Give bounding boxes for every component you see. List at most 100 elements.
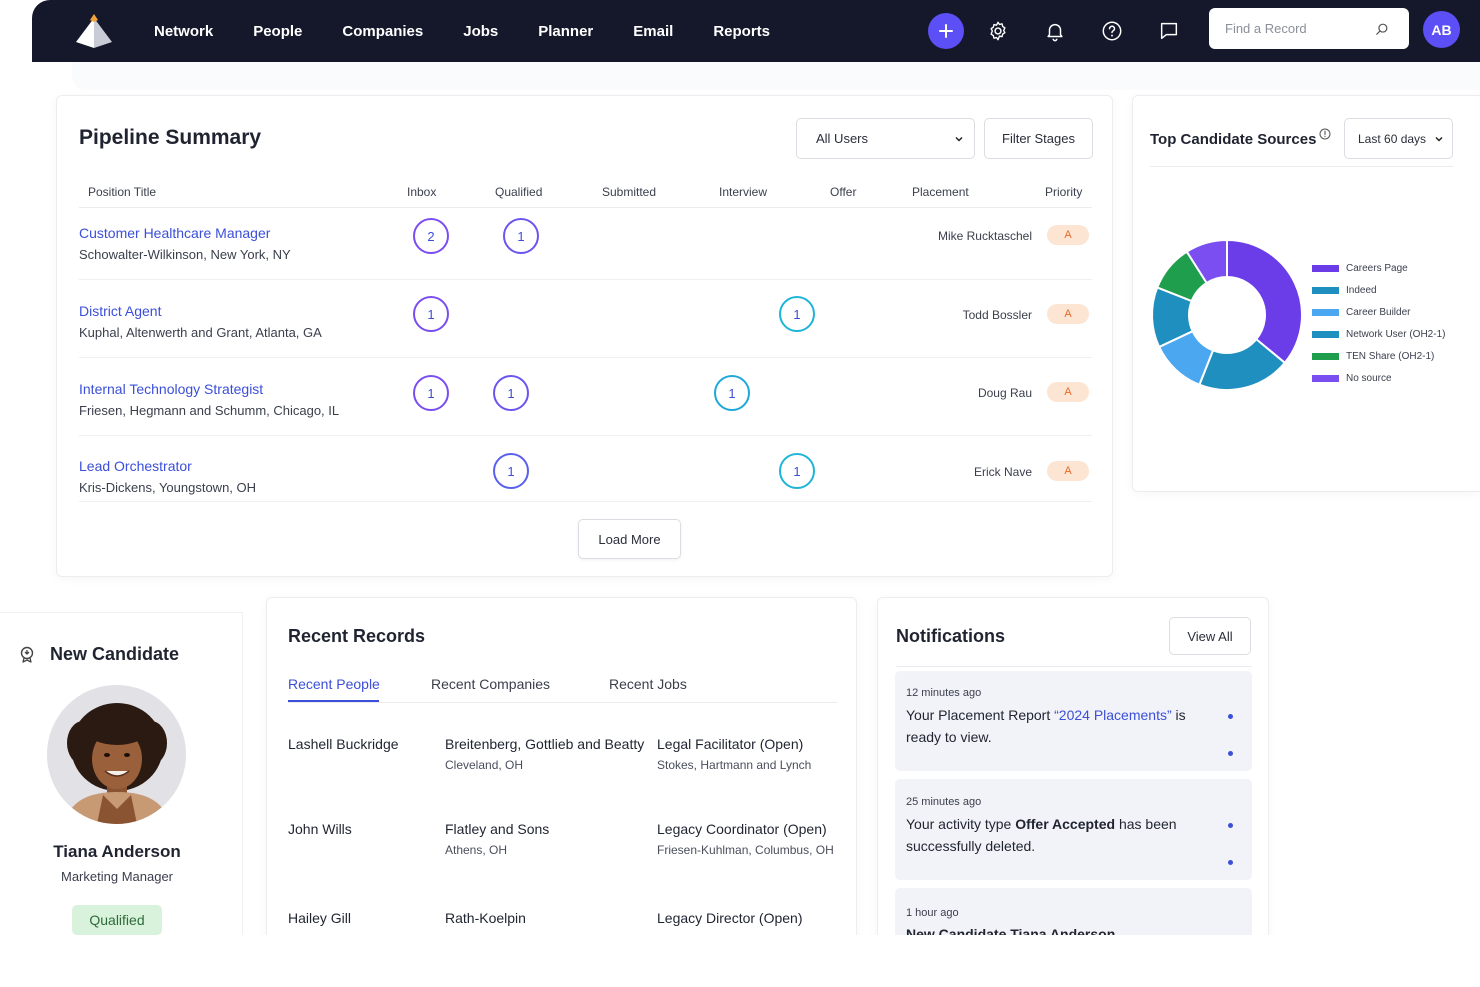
nav-network[interactable]: Network bbox=[154, 22, 214, 40]
help-button[interactable] bbox=[1100, 19, 1124, 43]
record-job-link[interactable]: Legacy Coordinator (Open) bbox=[657, 821, 827, 837]
nav-jobs[interactable]: Jobs bbox=[463, 22, 499, 40]
record-person-link[interactable]: Lashell Buckridge bbox=[288, 736, 399, 752]
nav-people[interactable]: People bbox=[253, 22, 303, 40]
add-record-button[interactable] bbox=[928, 13, 964, 49]
nav-email[interactable]: Email bbox=[633, 22, 674, 40]
record-person-link[interactable]: Hailey Gill bbox=[288, 910, 352, 926]
nav-reports[interactable]: Reports bbox=[713, 22, 770, 40]
notifications-card: Notifications View All 12 minutes ago Yo… bbox=[877, 597, 1269, 987]
priority-badge: A bbox=[1047, 382, 1089, 402]
stage-node-interview[interactable]: 1 bbox=[714, 375, 750, 411]
legend-swatch bbox=[1312, 286, 1339, 294]
stage-node-inbox[interactable]: 1 bbox=[413, 296, 449, 332]
report-link[interactable]: “2024 Placements” bbox=[1054, 707, 1172, 723]
stage-node-inbox[interactable]: 2 bbox=[413, 218, 449, 254]
pipeline-summary-card: Pipeline Summary All Users Filter Stages… bbox=[56, 95, 1113, 577]
new-candidate-title: New Candidate bbox=[50, 644, 180, 664]
nav-companies[interactable]: Companies bbox=[342, 22, 424, 40]
candidate-name[interactable]: Tiana Anderson bbox=[53, 842, 181, 861]
col-submitted: Submitted bbox=[602, 185, 657, 199]
recent-records-title: Recent Records bbox=[288, 626, 426, 646]
candidate-photo[interactable] bbox=[47, 685, 186, 824]
job-company: Schowalter-Wilkinson, New York, NY bbox=[79, 247, 291, 262]
unread-dot bbox=[1228, 714, 1233, 719]
search-input[interactable] bbox=[1225, 21, 1375, 36]
legend-swatch bbox=[1312, 264, 1339, 272]
legend-item[interactable]: TEN Share (OH2-1) bbox=[1312, 345, 1445, 367]
legend-item[interactable]: No source bbox=[1312, 367, 1445, 389]
settings-button[interactable] bbox=[986, 19, 1010, 43]
donut-slice-no-source[interactable] bbox=[1185, 238, 1228, 285]
recent-records-card: Recent Records Recent People Recent Comp… bbox=[266, 597, 857, 987]
notification-text-post: has been successfully deleted. bbox=[906, 816, 1177, 854]
messages-button[interactable] bbox=[1157, 19, 1181, 43]
legend-item[interactable]: Indeed bbox=[1312, 279, 1445, 301]
tab-recent-companies[interactable]: Recent Companies bbox=[431, 676, 551, 692]
header-divider bbox=[79, 207, 1092, 208]
notifications-title: Notifications bbox=[896, 626, 1006, 646]
stage-node-offer[interactable]: 1 bbox=[779, 296, 815, 332]
filter-stages-button[interactable]: Filter Stages bbox=[984, 118, 1093, 159]
col-qualified: Qualified bbox=[495, 185, 543, 199]
record-company-link[interactable]: Rath-Koelpin bbox=[445, 910, 526, 926]
info-icon[interactable] bbox=[1319, 128, 1331, 140]
candidate-portrait-icon bbox=[47, 685, 186, 824]
col-inbox: Inbox bbox=[407, 185, 437, 199]
job-title-link[interactable]: Internal Technology Strategist bbox=[79, 381, 264, 397]
notification-time: 25 minutes ago bbox=[906, 796, 982, 808]
notification-time: 12 minutes ago bbox=[906, 687, 982, 699]
record-job-link[interactable]: Legal Facilitator (Open) bbox=[657, 736, 804, 752]
legend-label: Career Builder bbox=[1346, 306, 1411, 318]
global-search bbox=[1209, 8, 1409, 49]
unread-dot bbox=[1228, 823, 1233, 828]
stage-node-qualified[interactable]: 1 bbox=[493, 375, 529, 411]
record-company-link[interactable]: Breitenberg, Gottlieb and Beatty bbox=[445, 736, 645, 752]
bottom-fade bbox=[0, 935, 1480, 987]
nav-planner[interactable]: Planner bbox=[538, 22, 594, 40]
legend-item[interactable]: Network User (OH2-1) bbox=[1312, 323, 1445, 345]
date-range-value: Last 60 days bbox=[1358, 131, 1427, 146]
date-range-select[interactable]: Last 60 days bbox=[1344, 118, 1453, 159]
legend-label: No source bbox=[1346, 372, 1392, 384]
job-company: Kuphal, Altenwerth and Grant, Atlanta, G… bbox=[79, 325, 322, 340]
stage-node-inbox[interactable]: 1 bbox=[413, 375, 449, 411]
notifications-divider bbox=[896, 666, 1252, 667]
legend-item[interactable]: Careers Page bbox=[1312, 257, 1445, 279]
user-filter-value: All Users bbox=[816, 131, 869, 146]
stage-node-qualified[interactable]: 1 bbox=[493, 453, 529, 489]
stage-node-offer[interactable]: 1 bbox=[779, 453, 815, 489]
app-logo-icon[interactable] bbox=[72, 12, 116, 50]
legend-item[interactable]: Career Builder bbox=[1312, 301, 1445, 323]
load-more-button[interactable]: Load More bbox=[578, 519, 681, 559]
notifications-button[interactable] bbox=[1043, 19, 1067, 43]
row-divider bbox=[79, 501, 1092, 502]
search-icon[interactable] bbox=[1375, 22, 1389, 36]
tabs-divider bbox=[288, 702, 837, 703]
recruiter-name: Mike Rucktaschel bbox=[937, 229, 1032, 243]
user-filter-select[interactable]: All Users bbox=[796, 118, 975, 159]
tab-recent-people[interactable]: Recent People bbox=[288, 676, 380, 692]
job-title-link[interactable]: Customer Healthcare Manager bbox=[79, 225, 271, 241]
row-divider bbox=[79, 435, 1092, 436]
notification-item[interactable]: 12 minutes ago Your Placement Report “20… bbox=[895, 671, 1252, 771]
job-title-link[interactable]: Lead Orchestrator bbox=[79, 458, 192, 474]
record-company-link[interactable]: Flatley and Sons bbox=[445, 821, 550, 837]
legend-swatch bbox=[1312, 308, 1339, 316]
job-title-link[interactable]: District Agent bbox=[79, 303, 162, 319]
record-job-company: Stokes, Hartmann and Lynch bbox=[657, 758, 812, 772]
sources-donut-chart bbox=[1151, 238, 1303, 391]
pipeline-title: Pipeline Summary bbox=[79, 126, 262, 149]
record-person-link[interactable]: John Wills bbox=[288, 821, 352, 837]
notification-item[interactable]: 25 minutes ago Your activity type Offer … bbox=[895, 779, 1252, 880]
user-avatar[interactable]: AB bbox=[1423, 11, 1460, 48]
candidate-role: Marketing Manager bbox=[61, 869, 173, 884]
donut-slice-careers-page[interactable] bbox=[1226, 238, 1303, 365]
legend-label: Careers Page bbox=[1346, 262, 1408, 274]
view-all-button[interactable]: View All bbox=[1169, 617, 1251, 655]
main-menu: Network People Companies Jobs Planner Em… bbox=[154, 0, 810, 62]
stage-node-qualified[interactable]: 1 bbox=[503, 218, 539, 254]
notification-time: 1 hour ago bbox=[906, 907, 959, 919]
tab-recent-jobs[interactable]: Recent Jobs bbox=[609, 676, 687, 692]
record-job-link[interactable]: Legacy Director (Open) bbox=[657, 910, 803, 926]
